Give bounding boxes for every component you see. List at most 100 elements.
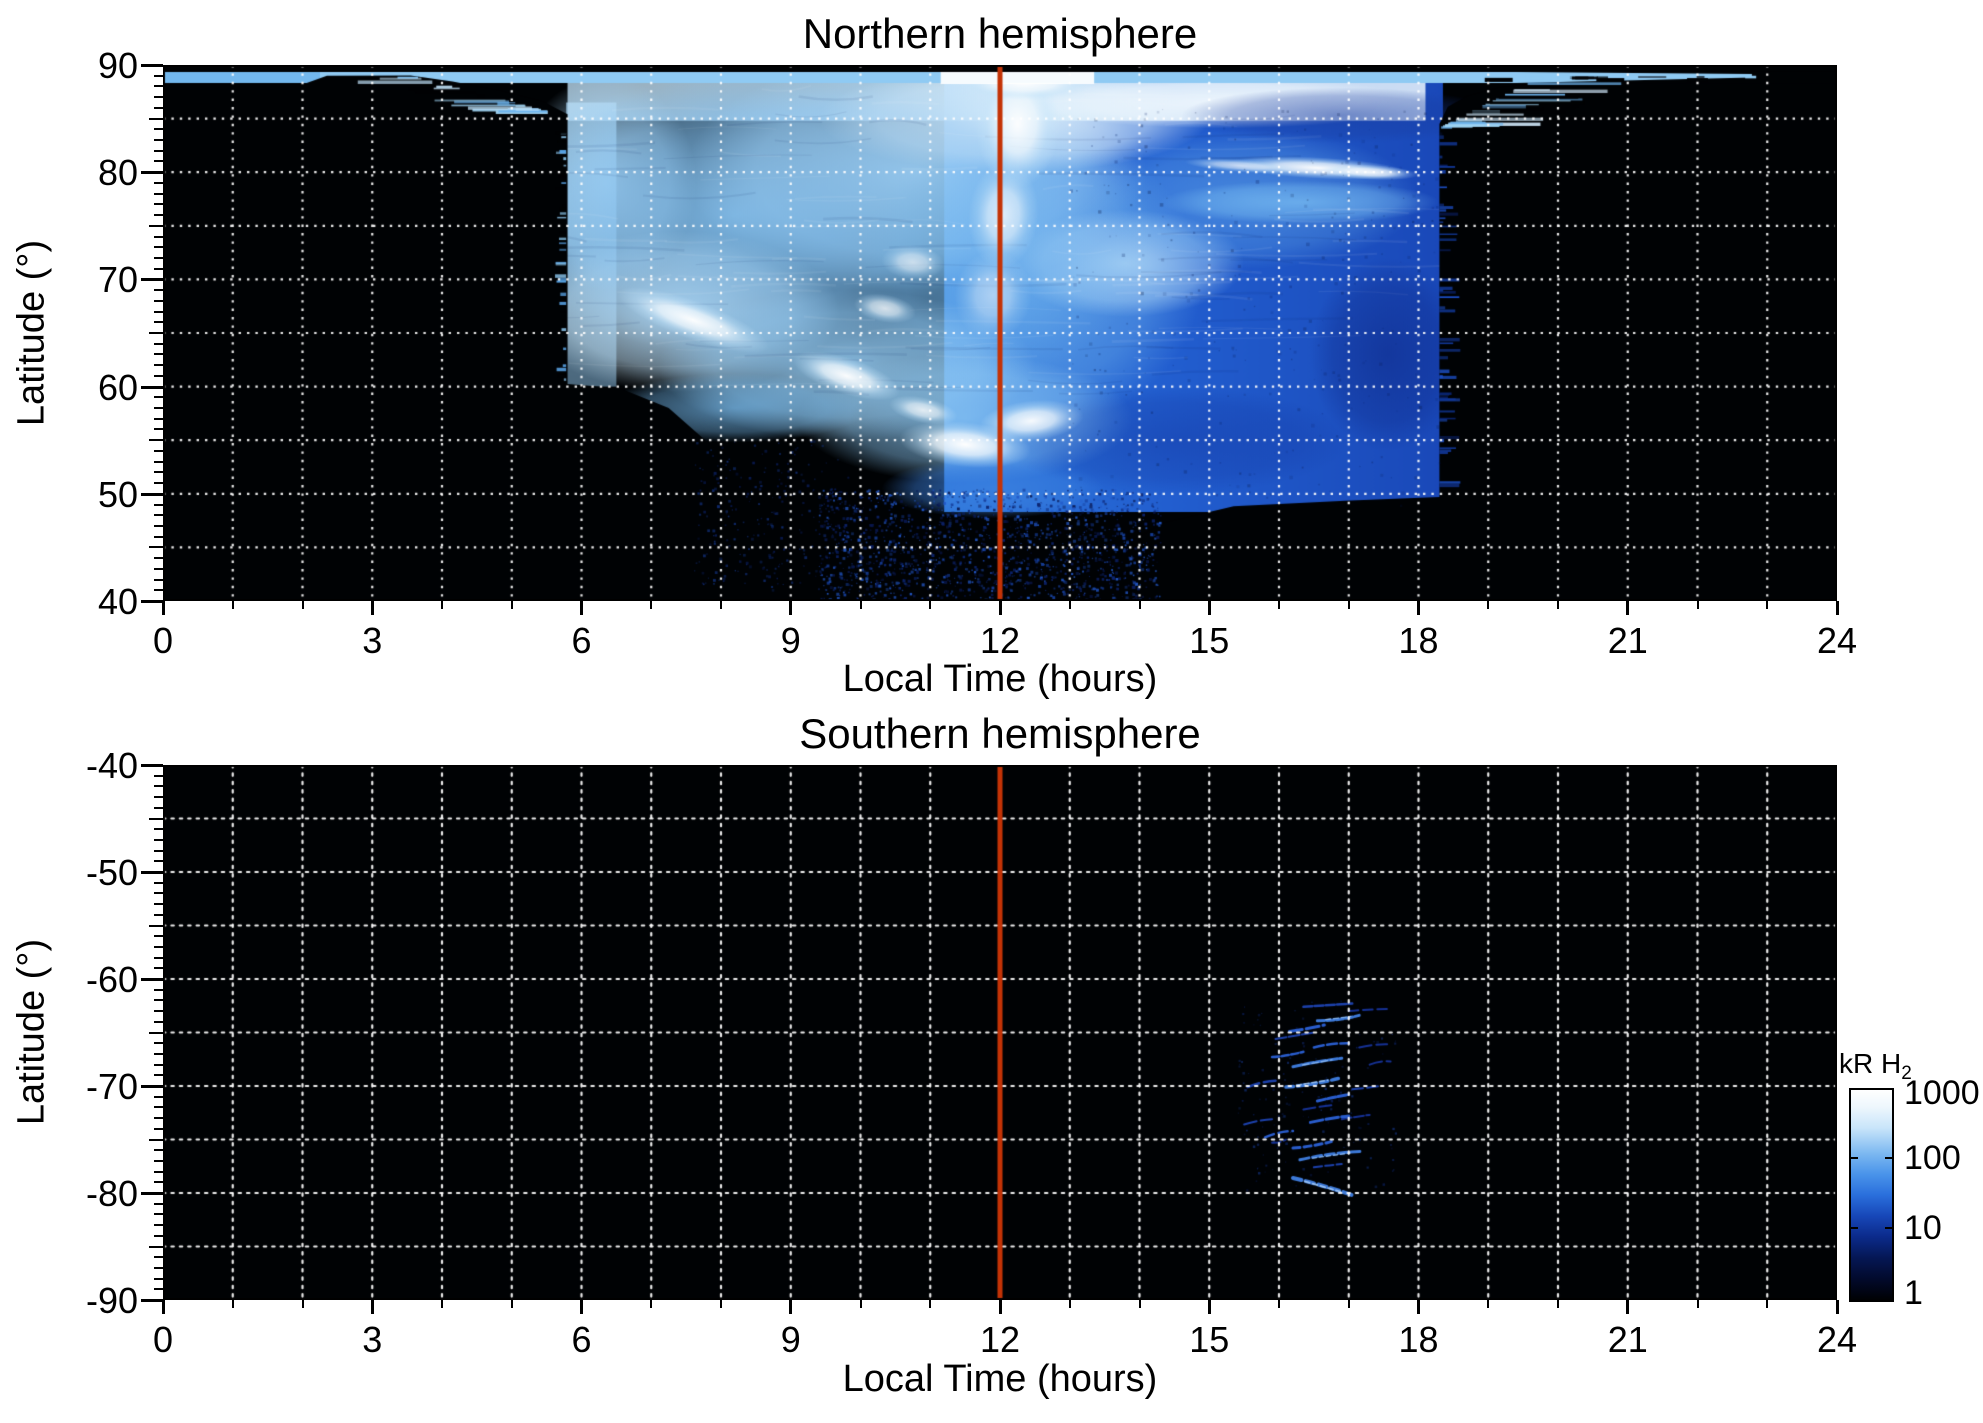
x-major-tick [789,601,793,615]
y-minor-tick [154,407,163,410]
x-minor-tick [231,601,234,609]
y-major-tick [141,871,163,874]
x-minor-tick [1347,1300,1350,1308]
y-minor-tick [154,1213,163,1216]
x-tick-label: 9 [780,620,801,661]
x-tick-label: 15 [1189,620,1230,661]
x-tick-label: 24 [1816,1319,1858,1360]
y-minor-tick [154,1224,163,1227]
y-minor-tick [154,892,163,895]
x-major-tick [580,1300,583,1314]
y-tick-label: -80 [85,1173,138,1214]
y-minor-tick [154,353,163,356]
y-minor-tick [154,396,163,399]
y-minor-tick [154,106,163,109]
south-hemisphere-heatmap [163,765,1837,1300]
y-minor-tick [154,806,163,809]
y-tick-label: -90 [85,1280,138,1321]
x-tick-label: 12 [979,620,1021,661]
x-minor-tick [1766,1300,1769,1308]
x-tick-label: 21 [1607,620,1648,661]
y-minor-tick [154,567,163,570]
x-minor-tick [859,1300,862,1308]
y-tick-label: -70 [85,1066,138,1107]
x-major-tick [1835,601,1839,615]
x-tick-label: 3 [362,1319,383,1360]
x-minor-tick [859,601,862,609]
x-major-tick [370,1300,374,1314]
x-minor-tick [510,1300,513,1308]
y-minor-tick [154,1127,163,1130]
x-tick-label: 12 [979,1319,1021,1360]
colorbar-title-sub: 2 [1901,1063,1912,1084]
y-minor-tick [154,460,163,463]
x-minor-tick [510,601,513,609]
y-minor-tick [154,235,163,238]
x-tick-label: 24 [1816,620,1858,661]
y-minor-tick [154,1149,163,1152]
colorbar-tick-label: 10 [1904,1209,1942,1247]
x-minor-tick [441,601,443,609]
y-minor-tick [154,364,163,367]
y-minor-tick [154,828,163,831]
y-minor-tick [154,1181,163,1184]
y-minor-tick [154,417,163,420]
colorbar-tick-label: 1 [1904,1273,1923,1312]
y-minor-tick [154,246,163,249]
colorbar-title: kR H2 [1839,1048,1912,1085]
colorbar-tick-mark [1885,1157,1892,1159]
x-major-tick [1417,601,1420,615]
x-minor-tick [441,1300,443,1308]
y-minor-tick [154,1063,163,1066]
colorbar-tick-mark [1851,1157,1858,1159]
colorbar-tick-label: 100 [1904,1139,1961,1177]
y-major-tick [141,385,163,389]
y-minor-tick [154,192,163,195]
y-minor-tick [154,374,163,377]
x-tick-label: 3 [362,620,383,661]
y-minor-tick [154,256,163,259]
xaxis-label-south: Local Time (hours) [842,1358,1158,1400]
y-minor-tick [154,988,163,991]
x-tick-label: 18 [1398,1319,1439,1360]
north-hemisphere-heatmap [163,65,1837,601]
x-tick-label: 21 [1607,1319,1648,1360]
y-minor-tick [154,1256,163,1259]
colorbar-title-main: kR H [1839,1048,1902,1079]
y-minor-tick [149,546,163,549]
y-minor-tick [149,1138,163,1141]
x-tick-label: 0 [152,1319,174,1360]
x-minor-tick [929,601,932,609]
x-major-tick [580,601,583,615]
y-minor-tick [154,321,163,324]
x-minor-tick [1557,1300,1559,1308]
x-tick-label: 6 [571,1319,592,1360]
y-minor-tick [154,471,163,474]
y-minor-tick [154,1074,163,1077]
y-minor-tick [154,267,163,270]
y-tick-label: 90 [97,45,138,86]
x-minor-tick [720,601,722,609]
x-tick-label: 15 [1189,1319,1230,1360]
x-major-tick [1835,1300,1839,1314]
colorbar [1849,1088,1894,1302]
y-minor-tick [154,838,163,841]
y-minor-tick [154,1042,163,1045]
colorbar-tick-mark [1851,1227,1858,1229]
y-minor-tick [154,1202,163,1205]
y-minor-tick [154,524,163,527]
y-major-tick [141,171,163,175]
y-minor-tick [154,913,163,916]
y-minor-tick [149,224,163,227]
y-minor-tick [154,160,163,163]
colorbar-tick-mark [1885,1227,1892,1229]
y-tick-label: -40 [85,745,138,786]
y-minor-tick [154,299,163,302]
x-minor-tick [1557,601,1559,609]
x-major-tick [1207,601,1211,615]
y-minor-tick [154,1266,163,1269]
x-tick-label: 18 [1398,620,1439,661]
x-minor-tick [1278,601,1280,609]
x-major-tick [370,601,374,615]
y-minor-tick [149,332,163,334]
